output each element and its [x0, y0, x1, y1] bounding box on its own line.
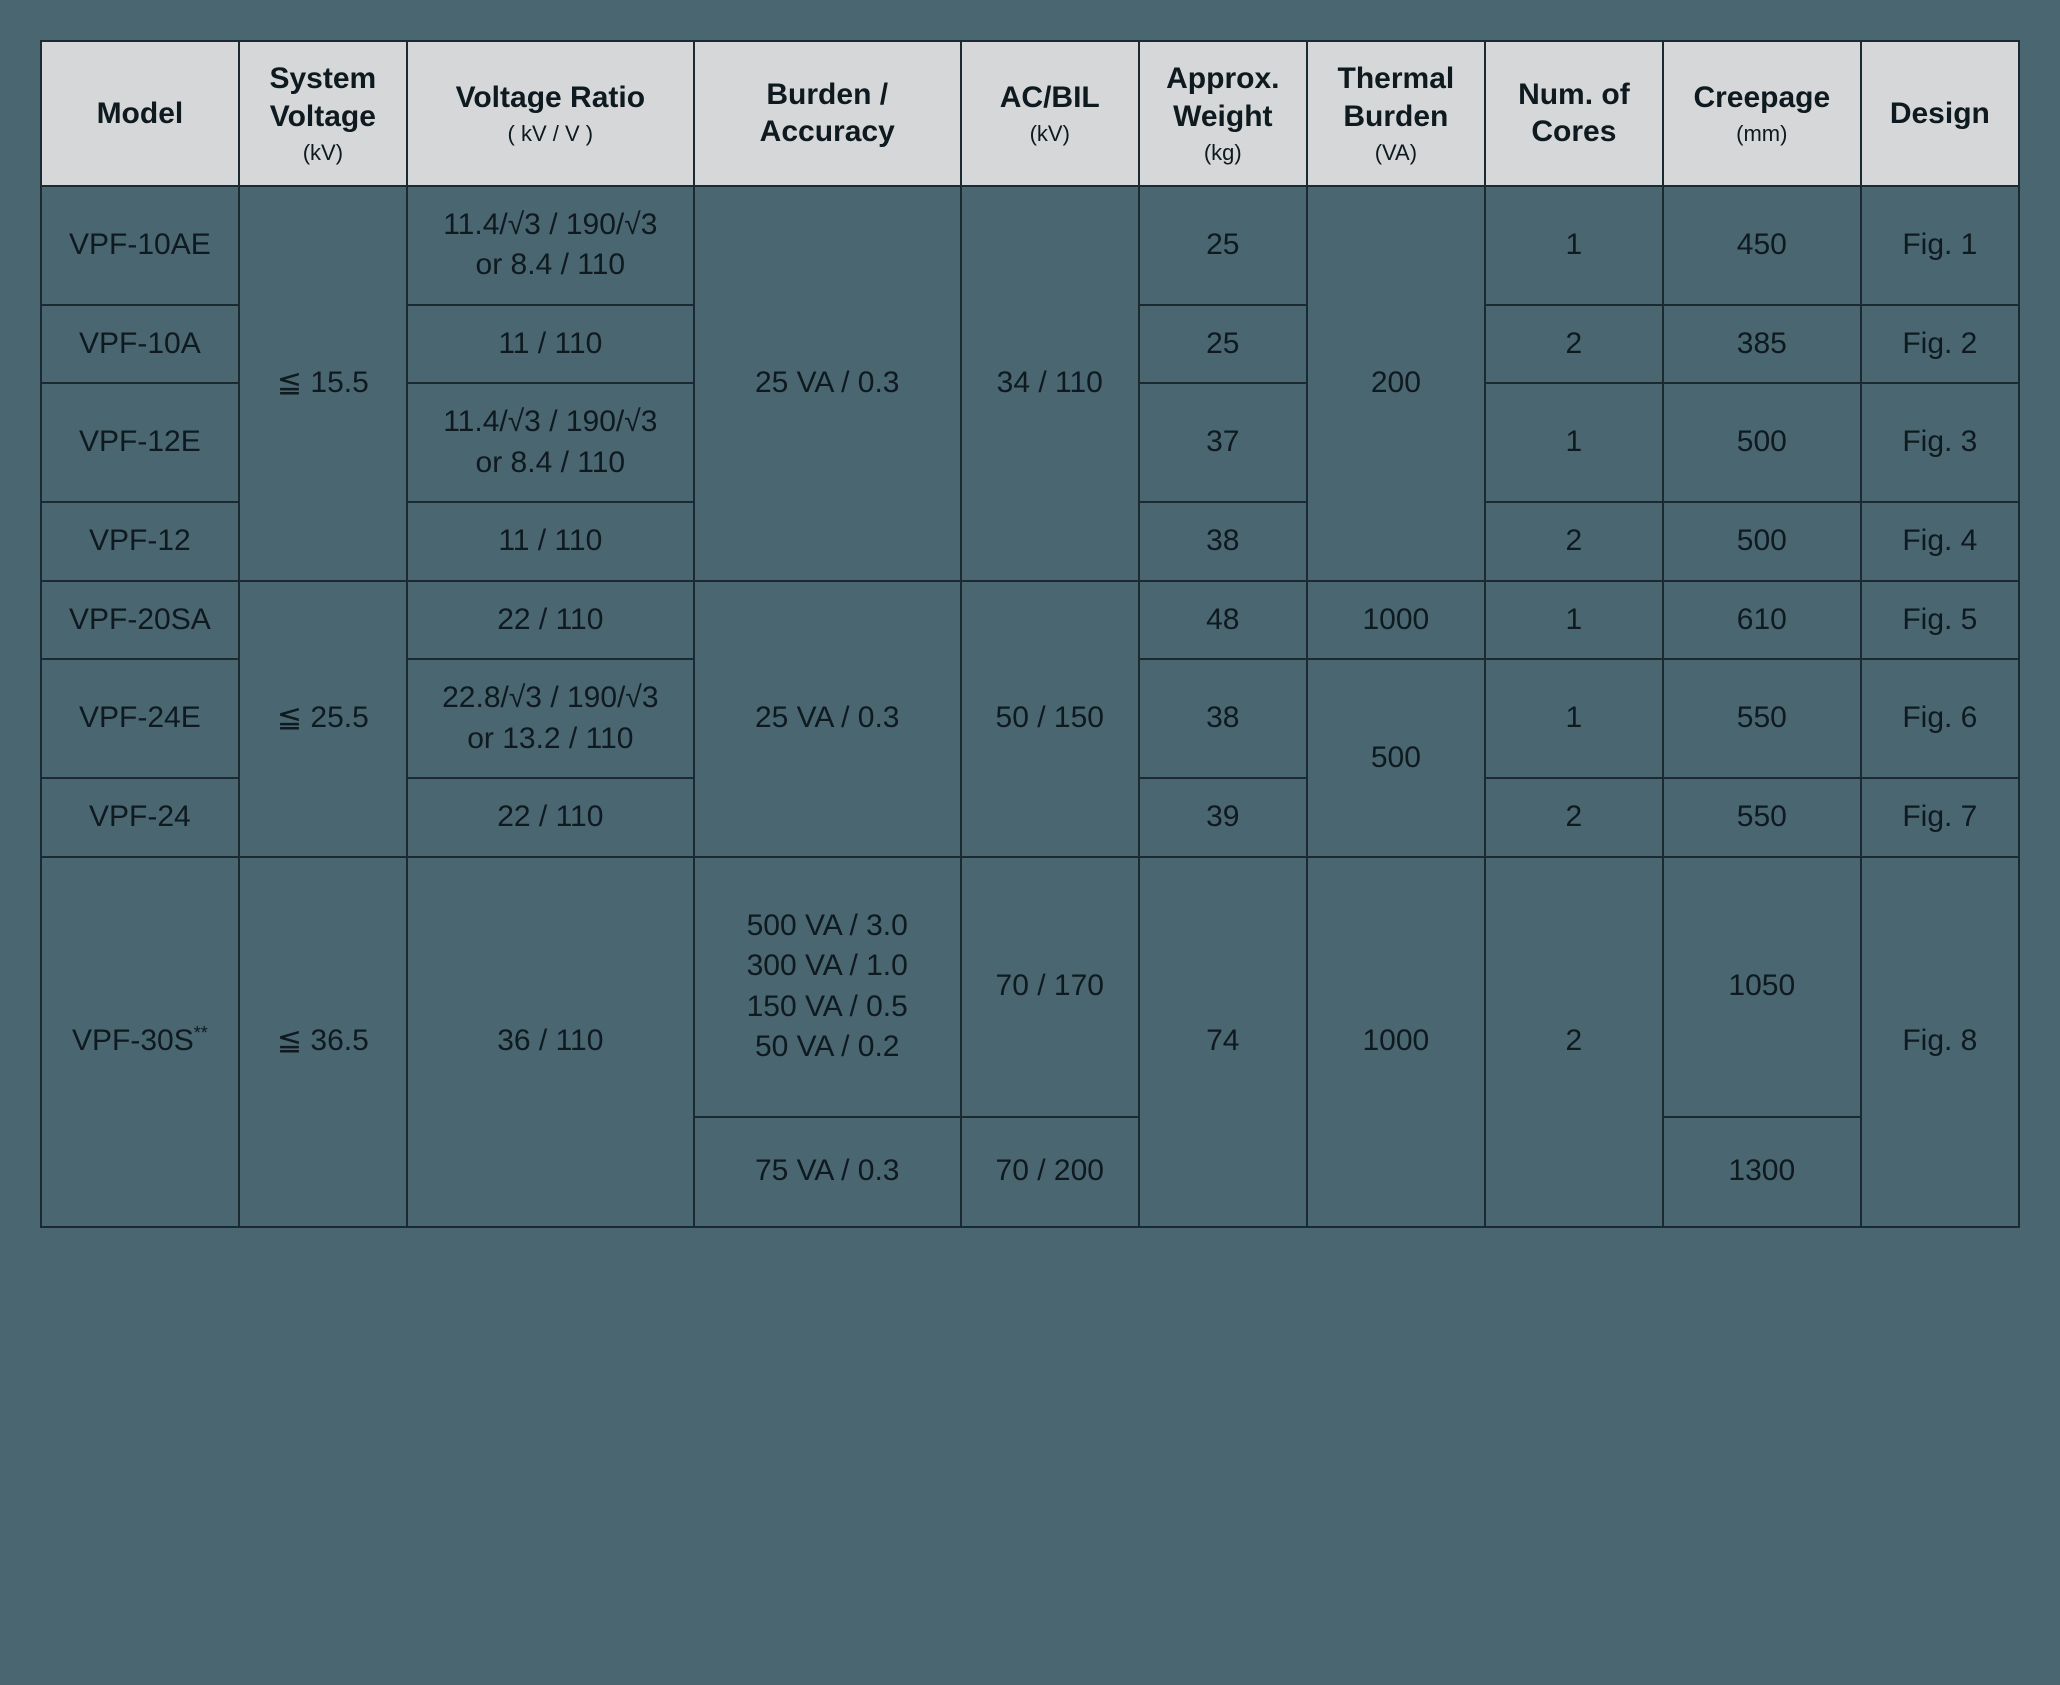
- cell-design: Fig. 2: [1861, 305, 2019, 384]
- cell-creep: 1050: [1663, 857, 1861, 1117]
- cell-sysv: ≦ 25.5: [239, 581, 407, 857]
- cell-creep: 1300: [1663, 1117, 1861, 1227]
- cell-thermal: 500: [1307, 659, 1485, 857]
- cell-weight: 38: [1139, 502, 1307, 581]
- cell-creep: 550: [1663, 778, 1861, 857]
- col-creep: Creepage(mm): [1663, 41, 1861, 186]
- cell-cores: 2: [1485, 778, 1663, 857]
- cell-ratio: 11.4/√3 / 190/√3 or 8.4 / 110: [407, 383, 694, 502]
- cell-model: VPF-12E: [41, 383, 239, 502]
- cell-design: Fig. 7: [1861, 778, 2019, 857]
- cell-sysv: ≦ 15.5: [239, 186, 407, 581]
- cell-cores: 2: [1485, 857, 1663, 1227]
- col-cores: Num. of Cores: [1485, 41, 1663, 186]
- cell-design: Fig. 6: [1861, 659, 2019, 778]
- cell-creep: 500: [1663, 502, 1861, 581]
- cell-ratio: 11.4/√3 / 190/√3 or 8.4 / 110: [407, 186, 694, 305]
- cell-creep: 610: [1663, 581, 1861, 660]
- cell-creep: 550: [1663, 659, 1861, 778]
- table-header-row: Model System Voltage(kV) Voltage Ratio( …: [41, 41, 2019, 186]
- table-row: VPF-10AE ≦ 15.5 11.4/√3 / 190/√3 or 8.4 …: [41, 186, 2019, 305]
- col-burden: Burden / Accuracy: [694, 41, 961, 186]
- cell-design: Fig. 5: [1861, 581, 2019, 660]
- col-ratio: Voltage Ratio( kV / V ): [407, 41, 694, 186]
- cell-acbil: 50 / 150: [961, 581, 1139, 857]
- cell-sysv: ≦ 36.5: [239, 857, 407, 1227]
- cell-weight: 25: [1139, 305, 1307, 384]
- cell-burden: 25 VA / 0.3: [694, 581, 961, 857]
- cell-weight: 37: [1139, 383, 1307, 502]
- spec-table: Model System Voltage(kV) Voltage Ratio( …: [40, 40, 2020, 1228]
- cell-weight: 48: [1139, 581, 1307, 660]
- cell-ratio: 11 / 110: [407, 502, 694, 581]
- cell-model: VPF-12: [41, 502, 239, 581]
- cell-creep: 500: [1663, 383, 1861, 502]
- cell-ratio: 22 / 110: [407, 581, 694, 660]
- cell-cores: 1: [1485, 659, 1663, 778]
- cell-creep: 385: [1663, 305, 1861, 384]
- cell-thermal: 1000: [1307, 857, 1485, 1227]
- cell-weight: 74: [1139, 857, 1307, 1227]
- cell-weight: 39: [1139, 778, 1307, 857]
- cell-weight: 38: [1139, 659, 1307, 778]
- cell-cores: 1: [1485, 581, 1663, 660]
- cell-ratio: 36 / 110: [407, 857, 694, 1227]
- cell-thermal: 1000: [1307, 581, 1485, 660]
- cell-weight: 25: [1139, 186, 1307, 305]
- cell-burden: 25 VA / 0.3: [694, 186, 961, 581]
- col-sysv: System Voltage(kV): [239, 41, 407, 186]
- cell-cores: 2: [1485, 502, 1663, 581]
- cell-design: Fig. 4: [1861, 502, 2019, 581]
- cell-creep: 450: [1663, 186, 1861, 305]
- cell-thermal: 200: [1307, 186, 1485, 581]
- cell-design: Fig. 1: [1861, 186, 2019, 305]
- cell-ratio: 22 / 110: [407, 778, 694, 857]
- cell-model: VPF-30S**: [41, 857, 239, 1227]
- cell-model: VPF-10AE: [41, 186, 239, 305]
- cell-ratio: 11 / 110: [407, 305, 694, 384]
- cell-acbil: 70 / 170: [961, 857, 1139, 1117]
- col-weight: Approx. Weight(kg): [1139, 41, 1307, 186]
- col-design: Design: [1861, 41, 2019, 186]
- cell-model: VPF-20SA: [41, 581, 239, 660]
- cell-cores: 2: [1485, 305, 1663, 384]
- col-model: Model: [41, 41, 239, 186]
- table-row: VPF-20SA ≦ 25.5 22 / 110 25 VA / 0.3 50 …: [41, 581, 2019, 660]
- cell-model: VPF-24: [41, 778, 239, 857]
- cell-ratio: 22.8/√3 / 190/√3 or 13.2 / 110: [407, 659, 694, 778]
- cell-burden: 75 VA / 0.3: [694, 1117, 961, 1227]
- cell-acbil: 34 / 110: [961, 186, 1139, 581]
- cell-model: VPF-24E: [41, 659, 239, 778]
- cell-acbil: 70 / 200: [961, 1117, 1139, 1227]
- table-row: VPF-30S** ≦ 36.5 36 / 110 500 VA / 3.0 3…: [41, 857, 2019, 1117]
- cell-cores: 1: [1485, 186, 1663, 305]
- col-thermal: Thermal Burden(VA): [1307, 41, 1485, 186]
- cell-design: Fig. 8: [1861, 857, 2019, 1227]
- cell-burden: 500 VA / 3.0 300 VA / 1.0 150 VA / 0.5 5…: [694, 857, 961, 1117]
- cell-design: Fig. 3: [1861, 383, 2019, 502]
- col-acbil: AC/BIL(kV): [961, 41, 1139, 186]
- cell-cores: 1: [1485, 383, 1663, 502]
- cell-model: VPF-10A: [41, 305, 239, 384]
